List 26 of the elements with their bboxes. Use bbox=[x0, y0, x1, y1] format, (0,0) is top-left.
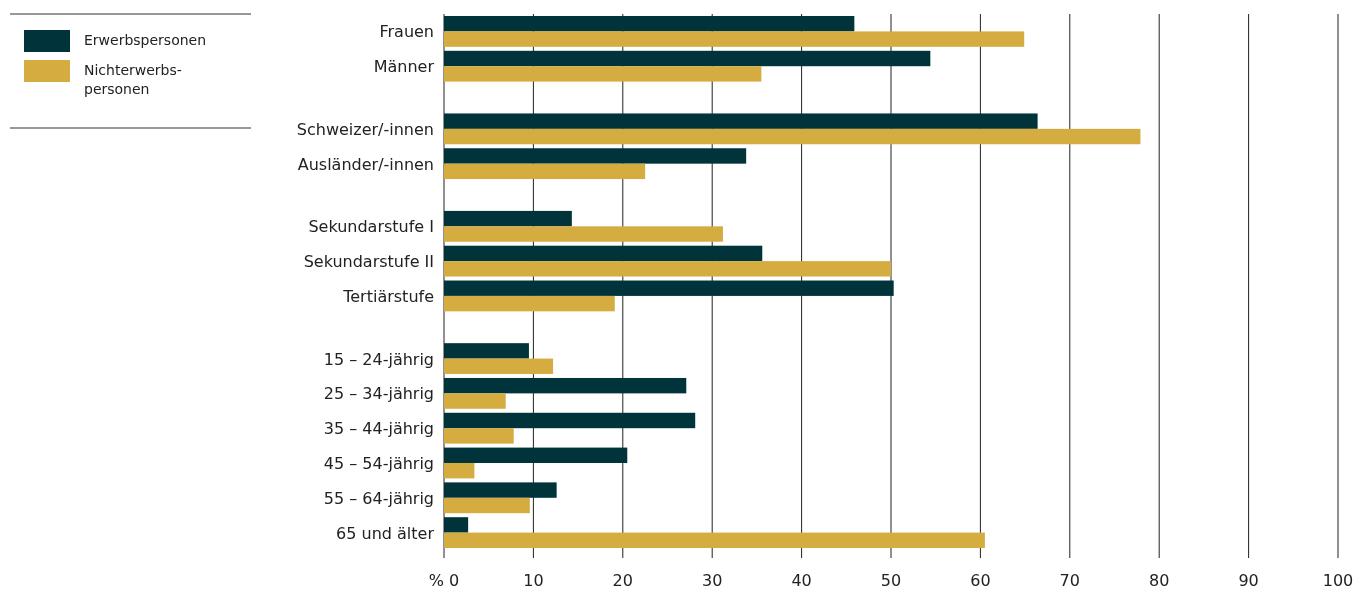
x-tick-label: 10 bbox=[523, 571, 544, 590]
y-tick-label: 55 – 64-jährig bbox=[323, 488, 434, 508]
x-tick-label: 80 bbox=[1149, 571, 1170, 590]
y-tick-label: 15 – 24-jährig bbox=[323, 349, 434, 369]
y-tick-label: Ausländer/-innen bbox=[297, 154, 434, 174]
y-tick-label: Sekundarstufe I bbox=[308, 217, 434, 237]
y-tick-label: 25 – 34-jährig bbox=[323, 384, 434, 404]
x-tick-label: 40 bbox=[791, 571, 812, 590]
y-tick-label: 35 – 44-jährig bbox=[323, 419, 434, 439]
x-tick-label: 70 bbox=[1059, 571, 1080, 590]
y-tick-label: Sekundarstufe II bbox=[303, 252, 434, 272]
y-tick-label: Tertiärstufe bbox=[342, 286, 434, 306]
y-tick-label: 65 und älter bbox=[336, 523, 435, 543]
y-tick-label: Männer bbox=[373, 57, 435, 77]
x-tick-label: 100 bbox=[1322, 571, 1354, 590]
y-tick-label: Schweizer/-innen bbox=[296, 119, 434, 139]
y-tick-label: Frauen bbox=[379, 22, 434, 42]
x-tick-label: % 0 bbox=[428, 571, 460, 590]
x-tick-label: 20 bbox=[612, 571, 633, 590]
legend-label: Nichterwerbs- personen bbox=[84, 62, 182, 97]
y-tick-label: 45 – 54-jährig bbox=[323, 453, 434, 473]
x-tick-label: 50 bbox=[880, 571, 902, 590]
x-tick-label: 30 bbox=[702, 571, 723, 590]
x-tick-label: 90 bbox=[1238, 571, 1259, 590]
legend-label: Erwerbspersonen bbox=[84, 32, 207, 48]
x-tick-label: 60 bbox=[970, 571, 991, 590]
